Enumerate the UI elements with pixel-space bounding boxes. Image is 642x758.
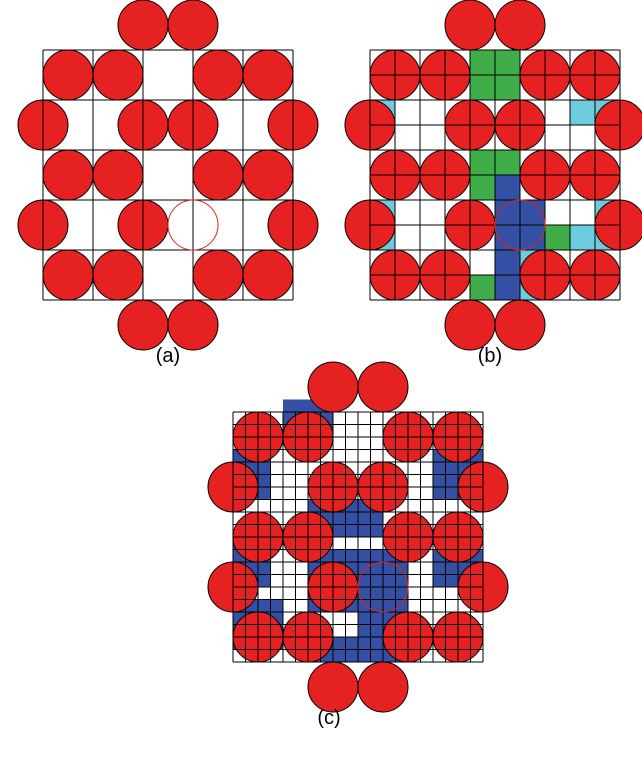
particle: [357, 661, 409, 713]
particle: [242, 249, 294, 301]
particle: [117, 299, 169, 351]
particle: [307, 361, 359, 413]
grid-cell: [495, 175, 520, 200]
particle: [92, 49, 144, 101]
grid-cell: [495, 150, 520, 175]
grid-cell: [470, 75, 495, 100]
grid-cell: [520, 225, 545, 250]
particle: [242, 49, 294, 101]
particle: [92, 149, 144, 201]
particle: [192, 49, 244, 101]
grid-cell: [545, 225, 570, 250]
grid-cell: [570, 225, 595, 250]
probe-circle: [494, 199, 546, 251]
particle: [242, 149, 294, 201]
particle: [444, 0, 496, 51]
particle: [307, 661, 359, 713]
grid-cell: [495, 75, 520, 100]
grid-cell: [470, 175, 495, 200]
probe-circle: [167, 199, 219, 251]
particle: [167, 299, 219, 351]
grid: [232, 411, 484, 663]
particle: [192, 149, 244, 201]
particle: [92, 249, 144, 301]
particle: [42, 249, 94, 301]
particle: [167, 0, 219, 51]
grid-cell: [495, 275, 520, 300]
particle: [192, 249, 244, 301]
caption-a: (a): [155, 345, 181, 367]
grid-cell: [520, 200, 545, 225]
particle: [42, 149, 94, 201]
caption-b: (b): [477, 345, 503, 367]
grid-cell: [495, 50, 520, 75]
particle: [494, 299, 546, 351]
particle: [357, 361, 409, 413]
caption-c: (c): [317, 707, 341, 729]
particle: [117, 0, 169, 51]
panel-b: [344, 0, 642, 351]
grid-cell: [570, 100, 595, 125]
grid-cell: [495, 225, 520, 250]
grid-cell: [495, 200, 520, 225]
particle: [494, 0, 546, 51]
probe-circle: [357, 561, 409, 613]
grid-cell: [470, 150, 495, 175]
grid-cell: [470, 275, 495, 300]
panel-a: [17, 0, 319, 351]
particle: [42, 49, 94, 101]
grid-cell: [495, 250, 520, 275]
particle: [444, 299, 496, 351]
panel-c: [207, 361, 509, 713]
grid: [42, 49, 294, 301]
grid-cell: [470, 50, 495, 75]
